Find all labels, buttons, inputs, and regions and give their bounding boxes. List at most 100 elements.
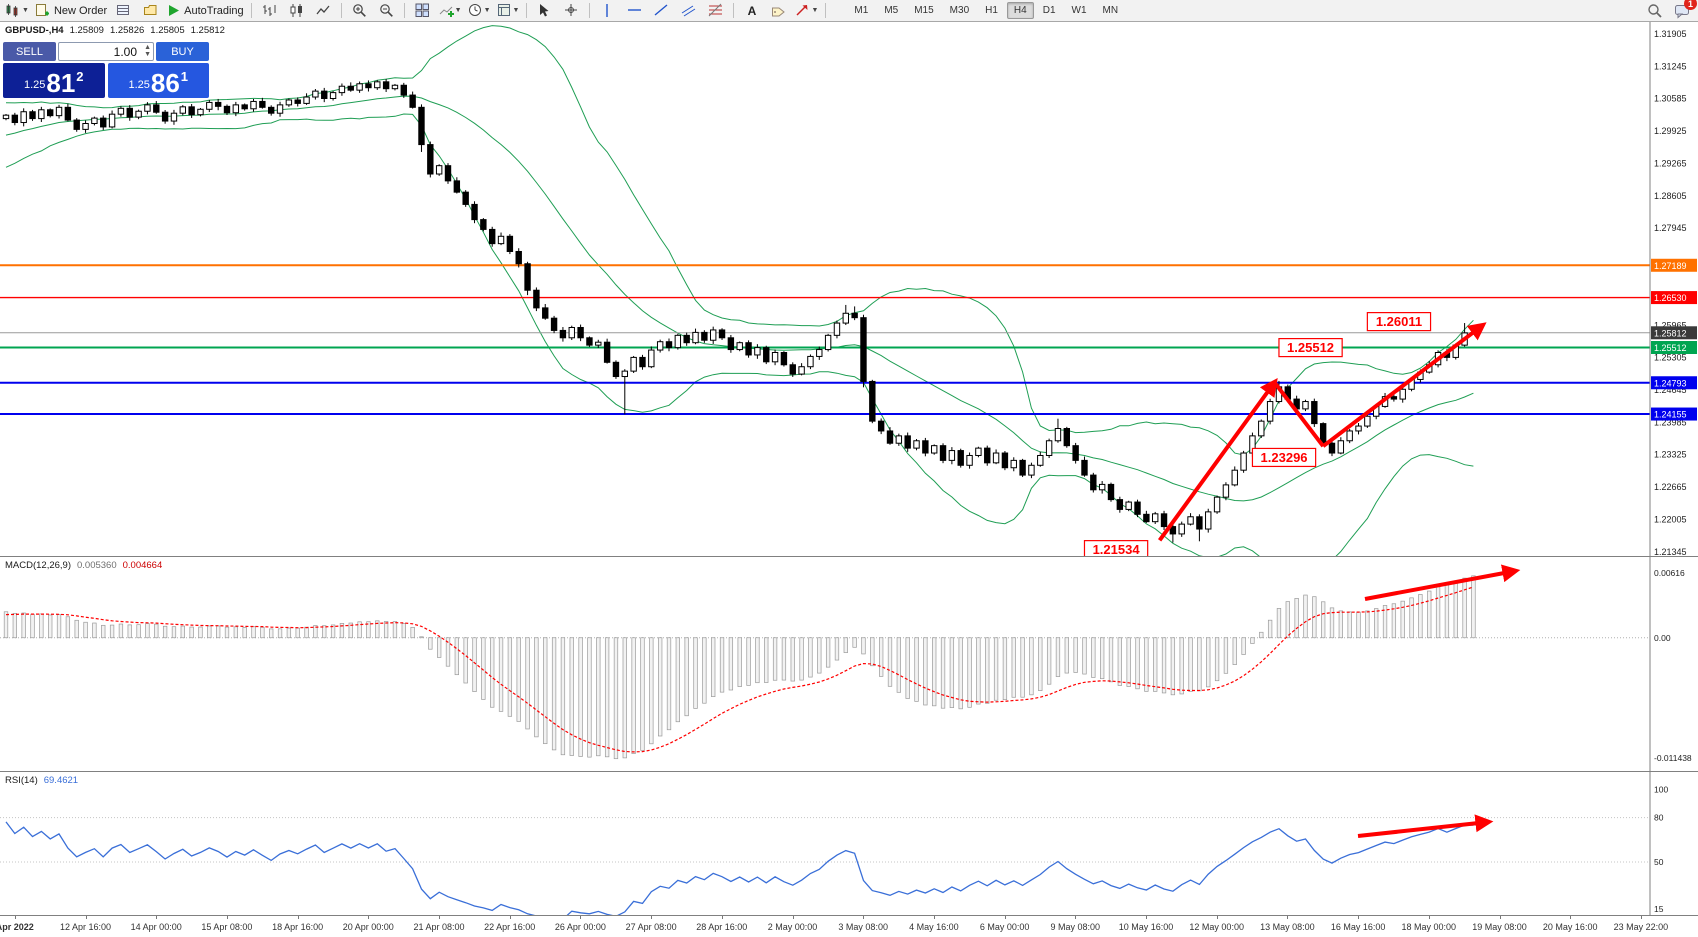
vertical-line-button[interactable] [594,0,621,21]
time-tick [721,916,723,919]
channel-icon [682,5,696,17]
macd-signal-value: 0.004664 [122,560,163,571]
buy-button[interactable]: BUY [156,42,209,61]
text-tool-button[interactable]: A [738,0,765,21]
timeframe-h4-button[interactable]: H4 [1006,2,1034,19]
main-chart-canvas[interactable]: 1.31905 1.31245 1.30585 1.29925 1.29265 1.286… [0,22,1698,556]
macd-trend-arrow[interactable] [1364,564,1521,601]
price-annotation[interactable]: 1.26011 [1366,312,1432,332]
time-label: 13 May 08:00 [1260,922,1315,932]
candle [656,341,664,351]
svg-text:1.26011: 1.26011 [1376,314,1422,329]
toolbar: ▼ New Order AutoTrading [0,0,1698,22]
sell-button[interactable]: SELL [3,42,56,61]
svg-text:-0.011438: -0.011438 [1654,753,1692,763]
volume-stepper[interactable]: ▲ ▼ [144,44,151,58]
candle [329,92,337,99]
new-order-button[interactable]: New Order [32,0,110,21]
candle [391,84,399,90]
candle [984,447,991,464]
fibonacci-button[interactable] [702,0,729,21]
templates-button[interactable]: ▼ [494,0,523,21]
autotrading-button[interactable]: AutoTrading [164,0,247,21]
candle [824,334,832,351]
timeframe-m15-button[interactable]: M15 [914,5,934,16]
zoom-out-button[interactable] [373,0,400,21]
bollinger-bands [5,25,1474,556]
candle [992,452,1000,464]
trend-arrow [1158,378,1278,542]
timeframe-mn-button[interactable]: MN [1102,5,1119,16]
arrows-tool-button[interactable]: ▼ [792,0,821,21]
price-annotation[interactable]: 1.23296 [1251,447,1317,468]
bid-pipette: 2 [76,69,84,84]
timeframe-w1-button[interactable]: W1 [1071,5,1087,16]
price-annotation[interactable]: 1.21534 [1083,540,1149,556]
candle [276,104,284,114]
crosshair-button[interactable] [558,0,585,21]
zoom-in-button[interactable] [346,0,373,21]
candle [55,106,63,117]
svg-text:1.24645: 1.24645 [1654,385,1687,395]
candle [1152,513,1159,523]
panel-splitter[interactable] [0,556,1698,557]
candle [1116,499,1124,510]
new-chart-button[interactable]: ▼ [3,0,32,21]
candle [931,445,938,454]
candlestick-chart-button[interactable] [283,0,310,21]
search-button[interactable] [1641,0,1668,21]
buy-price-button[interactable]: 1.25 86 1 [107,63,209,98]
market-watch-button[interactable] [110,0,137,21]
candle [1355,425,1362,432]
navigator-button[interactable] [137,0,164,21]
time-label: 20 May 16:00 [1542,922,1598,932]
cursor-button[interactable] [531,0,558,21]
price-scale-marker [1651,376,1697,390]
svg-text:1.22005: 1.22005 [1654,514,1687,524]
candle [117,107,125,115]
candle [533,289,540,309]
candle [100,117,107,128]
indicators-button[interactable]: ▼ [436,0,465,21]
timeframe-m5-button[interactable]: M5 [884,5,899,16]
label-icon [772,7,786,17]
panel-splitter[interactable] [0,771,1698,772]
time-axis[interactable]: Apr 2022 12 Apr 16:00 14 Apr 00:00 15 Apr 0… [0,915,1698,937]
price-annotation[interactable]: 1.25512 [1278,337,1343,358]
channel-button[interactable] [675,0,702,21]
macd-canvas[interactable]: 0.00616 0.00 -0.011438 [0,557,1698,771]
horizontal-line-button[interactable] [621,0,648,21]
candle [374,81,381,89]
macd-signal-line [5,586,1474,753]
periods-button[interactable]: ▼ [465,0,494,21]
rsi-canvas[interactable]: 100 80 50 15 [0,772,1698,915]
timeframe-m1-button[interactable]: M1 [854,5,869,16]
notifications-button[interactable]: 1 [1668,0,1697,21]
volume-up-icon[interactable]: ▲ [144,44,151,51]
timeframe-m30-button[interactable]: M30 [949,5,970,16]
trend-arrow [1321,322,1487,448]
trendline-button[interactable] [648,0,675,21]
timeframe-h1-button[interactable]: H1 [985,5,998,16]
candle [435,165,443,175]
ask-big-digits: 86 [150,67,180,98]
label-tool-button[interactable] [765,0,792,21]
candle [975,447,982,456]
candle [1063,428,1070,447]
timeframe-d1-button[interactable]: D1 [1042,5,1056,16]
line-chart-button[interactable] [310,0,337,21]
tile-windows-button[interactable] [409,0,436,21]
bar-chart-button[interactable] [256,0,283,21]
price-scale[interactable]: 1.31905 1.31245 1.30585 1.29925 1.29265 1.286… [1651,29,1697,556]
svg-text:1.29925: 1.29925 [1654,126,1687,136]
svg-text:1.26530: 1.26530 [1654,293,1687,303]
candle [1107,483,1115,501]
candle [913,440,920,449]
trend-annotations[interactable]: 1.21534 1.23296 1.25512 1.26011 [1083,312,1487,556]
time-tick [1499,916,1501,919]
rsi-trend-arrow[interactable] [1357,814,1494,838]
volume-input[interactable]: 1.00 ▲ ▼ [58,42,154,61]
time-label: 14 Apr 00:00 [130,922,182,932]
volume-down-icon[interactable]: ▼ [144,51,151,58]
sell-price-button[interactable]: 1.25 81 2 [3,63,105,98]
